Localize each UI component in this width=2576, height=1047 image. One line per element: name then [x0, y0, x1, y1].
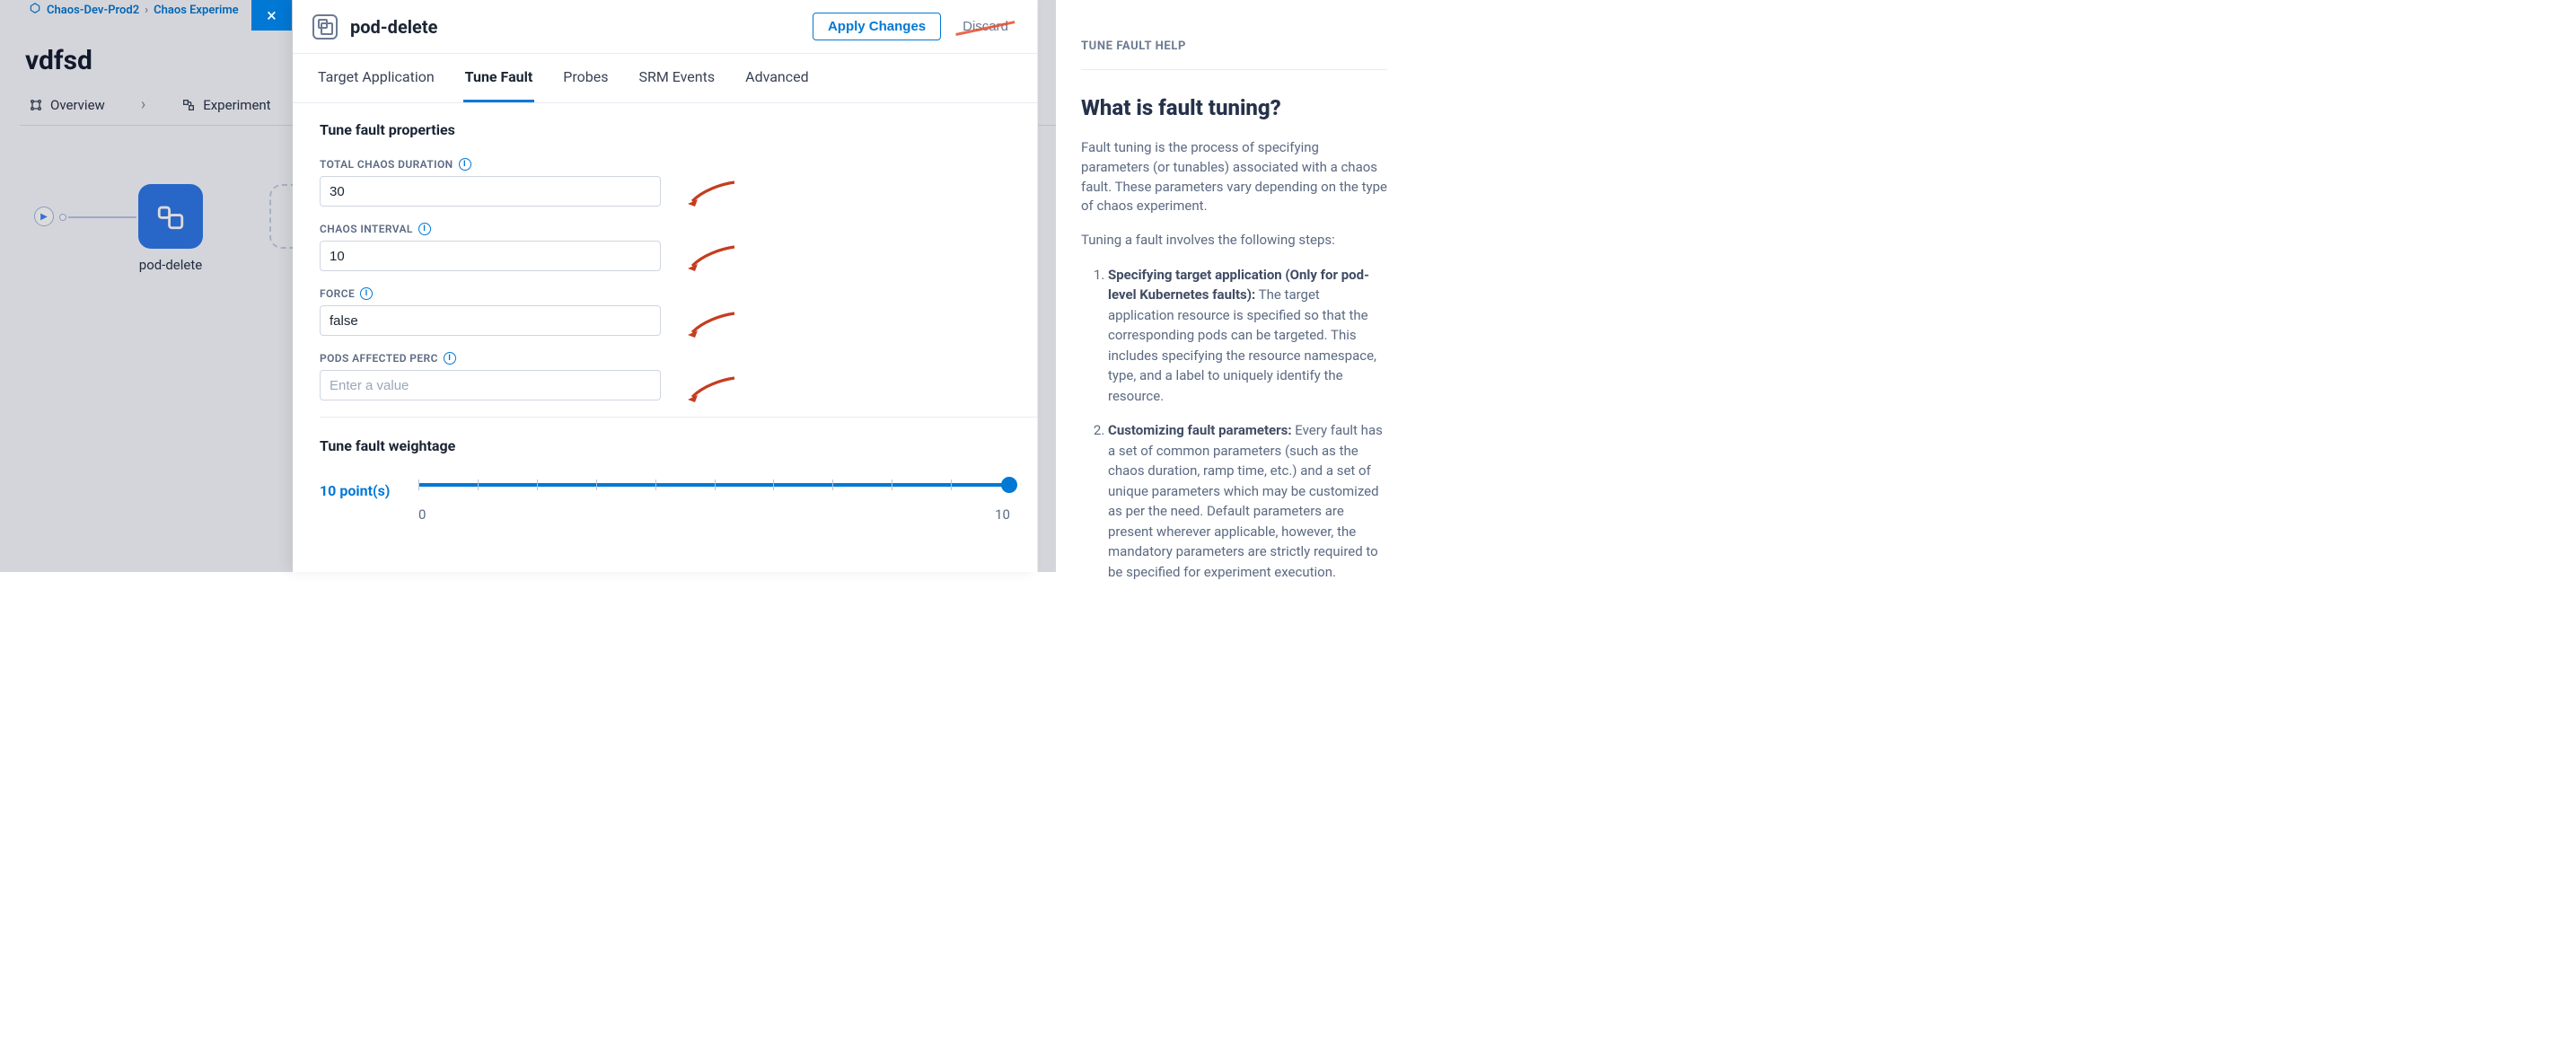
tab-experiment[interactable]: Experiment [181, 97, 270, 113]
field-label: CHAOS INTERVAL i [320, 223, 1010, 235]
panel-body: Tune fault properties TOTAL CHAOS DURATI… [293, 103, 1037, 572]
weight-slider: 10 point(s) [320, 474, 1010, 506]
help-step: Specifying target application (Only for … [1108, 265, 1387, 407]
divider [320, 417, 1037, 418]
close-icon[interactable]: × [251, 0, 292, 31]
help-paragraph: Tuning a fault involves the following st… [1081, 231, 1387, 251]
pipeline-link [68, 216, 136, 218]
field-chaos-interval: CHAOS INTERVAL i [320, 223, 1010, 271]
tab-srm-events[interactable]: SRM Events [637, 54, 717, 102]
page-title: vdfsd [25, 45, 92, 76]
info-icon[interactable]: i [360, 287, 373, 300]
chaos-interval-input[interactable] [320, 241, 661, 271]
chevron-right-icon: › [141, 95, 145, 114]
breadcrumb-item[interactable]: Chaos-Dev-Prod2 [47, 4, 139, 17]
breadcrumb-item[interactable]: Chaos Experime [154, 4, 239, 17]
total-chaos-duration-input[interactable] [320, 176, 661, 207]
slider-value: 10 point(s) [320, 482, 397, 499]
help-heading: What is fault tuning? [1081, 95, 1387, 120]
info-icon[interactable]: i [459, 158, 471, 171]
section-title: Tune fault weightage [320, 437, 1010, 454]
field-label: TOTAL CHAOS DURATION i [320, 158, 1010, 171]
discard-button[interactable]: Discard [954, 13, 1017, 40]
field-total-chaos-duration: TOTAL CHAOS DURATION i [320, 158, 1010, 207]
tab-probes[interactable]: Probes [561, 54, 610, 102]
tab-target-application[interactable]: Target Application [316, 54, 436, 102]
field-force: FORCE i [320, 287, 1010, 336]
section-title: Tune fault properties [320, 121, 1010, 138]
help-paragraph: Fault tuning is the process of specifyin… [1081, 138, 1387, 216]
slider-min: 0 [418, 506, 426, 523]
slider-scale: 0 10 [418, 506, 1010, 523]
slider-max: 10 [995, 506, 1010, 523]
breadcrumb: Chaos-Dev-Prod2 › Chaos Experime [29, 2, 239, 18]
slider-thumb[interactable] [1001, 477, 1017, 493]
panel-tabs: Target Application Tune Fault Probes SRM… [293, 54, 1037, 103]
help-step: Customizing fault parameters: Every faul… [1108, 420, 1387, 582]
tab-overview[interactable]: Overview [29, 97, 105, 113]
fault-panel: pod-delete Apply Changes Discard Target … [293, 0, 1038, 572]
panel-title: pod-delete [350, 16, 437, 38]
field-label: PODS AFFECTED PERC i [320, 352, 1010, 365]
play-icon[interactable]: ▶ [34, 207, 54, 226]
project-icon [29, 2, 41, 18]
help-steps-list: Specifying target application (Only for … [1081, 265, 1387, 583]
panel-header: pod-delete Apply Changes Discard [293, 0, 1037, 54]
help-eyebrow: TUNE FAULT HELP [1081, 40, 1387, 70]
field-label: FORCE i [320, 287, 1010, 300]
force-input[interactable] [320, 305, 661, 336]
pipeline-connector [59, 214, 66, 221]
info-icon[interactable]: i [444, 352, 456, 365]
apply-changes-button[interactable]: Apply Changes [813, 13, 941, 40]
help-panel: TUNE FAULT HELP What is fault tuning? Fa… [1056, 0, 1396, 572]
field-pods-affected-perc: PODS AFFECTED PERC i [320, 352, 1010, 400]
pipeline-node-pod-delete[interactable] [138, 184, 203, 249]
tab-advanced[interactable]: Advanced [743, 54, 811, 102]
pipeline-node-label: pod-delete [128, 257, 213, 273]
pods-affected-perc-input[interactable] [320, 370, 661, 400]
tab-tune-fault[interactable]: Tune Fault [463, 54, 535, 102]
fault-icon [312, 14, 338, 40]
info-icon[interactable]: i [418, 223, 431, 235]
chevron-right-icon: › [145, 4, 148, 17]
slider-track[interactable] [418, 474, 1010, 506]
